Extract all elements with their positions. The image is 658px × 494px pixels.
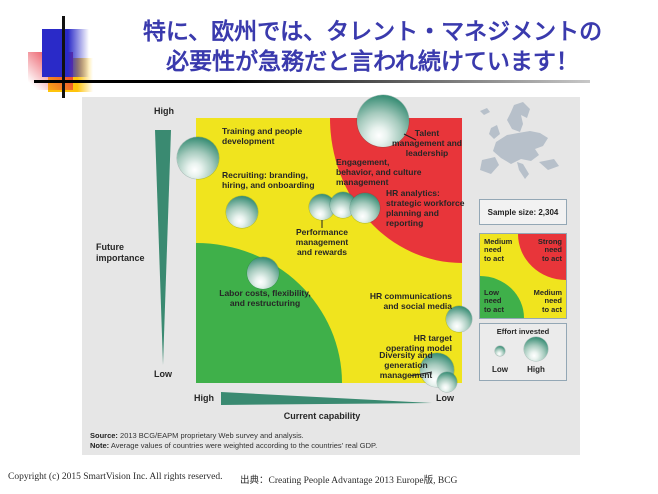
footer-copyright: Copyright (c) 2015 SmartVision Inc. All …	[8, 472, 223, 482]
label-talent-management: Talent management and leadership	[392, 128, 462, 159]
effort-low-bubble	[495, 346, 505, 356]
effort-low-label: Low	[492, 365, 508, 374]
plot-area: Training and people development Recruiti…	[177, 95, 472, 392]
title-divider-line	[34, 80, 590, 83]
chart-note-text: Average values of countries were weighte…	[109, 441, 378, 450]
europe-map	[480, 102, 559, 179]
deco-blue-square	[42, 29, 89, 77]
footer-source-reference: 出典：Creating People Advantage 2013 Europe…	[240, 476, 458, 486]
legend-strong-need: Strong need to act	[537, 237, 562, 263]
slide-title: 特に、欧州では、タレント・マネジメントの 必要性が急務だと言われ続けています！	[142, 18, 603, 75]
bubble-hr-analytics	[350, 193, 380, 223]
bubble-training-development	[177, 137, 219, 179]
chart-source: Source: 2013 BCG/EAPM proprietary Web su…	[90, 431, 304, 441]
legend-medium-need-bottom: Medium need to act	[533, 287, 562, 314]
label-hr-analytics: HR analytics: strategic workforce planni…	[386, 188, 465, 229]
bubble-hr-communications	[446, 306, 472, 332]
chart-source-text: 2013 BCG/EAPM proprietary Web survey and…	[117, 431, 304, 440]
y-axis-title: Future importance	[96, 242, 145, 263]
x-axis-title: Current capability	[283, 411, 361, 421]
label-hr-communications: HR communications and social media	[369, 291, 452, 312]
x-axis-triangle	[221, 392, 432, 405]
label-recruiting: Recruiting: branding, hiring, and onboar…	[222, 170, 315, 191]
effort-legend-title: Effort invested	[496, 327, 550, 336]
sample-size-text: Sample size: 2,304	[487, 207, 559, 217]
deco-vertical-line	[62, 16, 65, 98]
label-engagement-culture: Engagement, behavior, and culture manage…	[336, 157, 422, 188]
chart-note-label: Note:	[90, 441, 110, 450]
label-performance-management: Performance management and rewards	[295, 227, 349, 258]
chart-note: Note: Average values of countries were w…	[90, 441, 377, 451]
effort-high-bubble	[524, 337, 548, 361]
label-training-development: Training and people development	[222, 126, 303, 147]
y-axis-low-label: Low	[154, 369, 172, 379]
y-axis-triangle	[155, 130, 171, 365]
bubble-recruiting	[226, 196, 258, 228]
label-diversity: Diversity and generation management	[379, 350, 433, 381]
x-axis-low-label: Low	[436, 393, 454, 403]
effort-invested-legend: Effort invested Low High	[479, 323, 567, 381]
label-hr-target-model: HR target operating model	[385, 333, 452, 354]
legend-medium-need-top: Medium need to act	[484, 237, 513, 263]
sample-size-box: Sample size: 2,304	[479, 199, 567, 225]
legend-low-need: Low need to act	[484, 287, 505, 314]
bubble-labor-costs	[247, 257, 279, 289]
bubble-diversity	[437, 372, 457, 392]
chart-source-label: Source:	[90, 431, 118, 440]
effort-high-label: High	[527, 365, 545, 374]
label-labor-costs: Labor costs, flexibility, and restructur…	[219, 288, 311, 309]
y-axis-high-label: High	[154, 106, 174, 116]
need-to-act-legend: Medium need to act Strong need to act Lo…	[479, 233, 567, 319]
bubble-talent-management	[357, 95, 409, 147]
x-axis-high-label: High	[194, 393, 214, 403]
chart-panel: High Future importance Low Training and …	[82, 95, 580, 455]
